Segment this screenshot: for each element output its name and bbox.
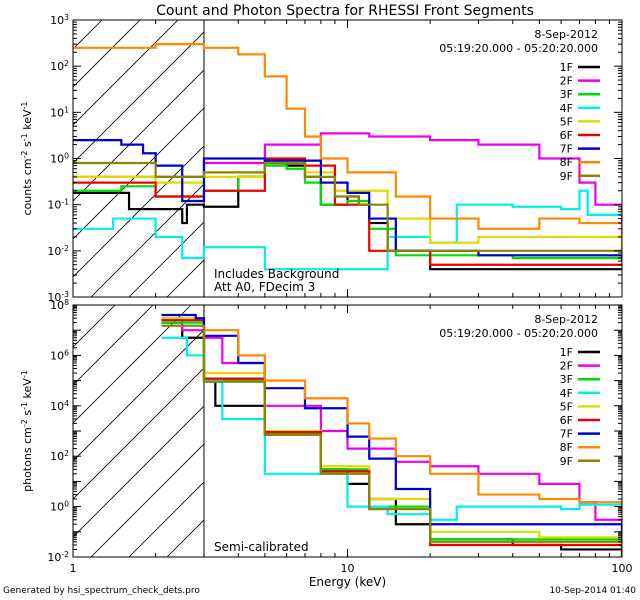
y-tick-label: 106 xyxy=(50,348,69,363)
series-7F xyxy=(161,313,622,550)
hatch-line xyxy=(0,157,187,557)
series-group xyxy=(73,43,622,271)
hatch-line xyxy=(433,157,640,557)
series-5F xyxy=(161,317,622,550)
hatch-line xyxy=(73,405,204,538)
legend-label-2F: 2F xyxy=(560,75,573,88)
y-tick-label: 101 xyxy=(50,105,69,120)
legend-label-1F: 1F xyxy=(560,61,573,74)
hatch-line xyxy=(90,183,204,297)
time-range-label: 05:19:20.000 - 05:20:20.000 xyxy=(439,42,598,55)
annotation: Att A0, FDecim 3 xyxy=(214,280,315,294)
annotation: Semi-calibrated xyxy=(214,540,309,554)
footer-generator: Generated by hsi_spectrum_check_dets.pro xyxy=(3,586,200,596)
date-label: 8-Sep-2012 xyxy=(534,28,598,41)
series-9F xyxy=(73,161,622,252)
hatch-line xyxy=(471,157,640,557)
hatch-line xyxy=(73,20,179,126)
panel-top: 10-3 10-2 10-1 100 101 102 103 counts cm-2 s-1 … xyxy=(0,0,623,305)
x-axis-label: Energy (keV) xyxy=(309,575,386,589)
hatch-line xyxy=(73,305,192,424)
hatch-line xyxy=(73,20,141,88)
y-tick-label: 10-2 xyxy=(47,550,69,565)
series-8F xyxy=(73,43,622,237)
series-4F xyxy=(161,336,622,521)
legend-label-8F: 8F xyxy=(560,156,573,169)
y-tick-label: 103 xyxy=(50,13,69,28)
series-1F xyxy=(161,321,622,557)
legend-label-6F: 6F xyxy=(560,414,573,427)
hatch-line xyxy=(73,367,204,500)
y-tick-label: 102 xyxy=(50,449,69,464)
legend-label-9F: 9F xyxy=(560,455,573,468)
y-tick-label: 104 xyxy=(50,398,69,413)
legend-label-5F: 5F xyxy=(560,115,573,128)
legend-label-7F: 7F xyxy=(560,428,573,441)
y-axis-label: counts cm-2 s-1 keV-1 xyxy=(20,102,35,216)
hatch-line xyxy=(73,31,204,164)
series-4F xyxy=(73,189,622,271)
y-tick-label: 108 xyxy=(50,298,69,313)
legend-label-5F: 5F xyxy=(560,400,573,413)
hatch-line xyxy=(357,157,640,557)
series-3F xyxy=(161,321,622,557)
legend-label-1F: 1F xyxy=(560,346,573,359)
annotation: Includes Background xyxy=(214,267,339,281)
x-tick-label: 100 xyxy=(612,562,633,575)
legend-label-9F: 9F xyxy=(560,170,573,183)
footer-timestamp: 10-Sep-2014 01:40 xyxy=(549,586,636,596)
hatch-line xyxy=(128,481,204,557)
hatched-region xyxy=(0,157,640,557)
hatch-line xyxy=(128,221,204,297)
y-tick-label: 102 xyxy=(50,59,69,74)
x-tick-label: 1 xyxy=(70,562,77,575)
hatch-line xyxy=(73,329,204,462)
series-8F xyxy=(203,329,622,515)
hatch-line xyxy=(319,157,640,557)
x-tick-label: 10 xyxy=(341,562,355,575)
y-tick-label: 10-1 xyxy=(47,197,69,212)
panel-bottom: 10-2 100 102 104 106 108 photons cm-2 s-1 keV-… xyxy=(0,157,640,590)
y-tick-label: 10-3 xyxy=(47,290,69,305)
y-tick-label: 100 xyxy=(50,151,69,166)
legend-label-4F: 4F xyxy=(560,387,573,400)
y-tick-label: 100 xyxy=(50,499,69,513)
hatch-line xyxy=(73,107,204,240)
y-axis-label: photons cm-2 s-1 keV-1 xyxy=(20,370,35,492)
hatch-line xyxy=(0,0,73,297)
legend-label-8F: 8F xyxy=(560,441,573,454)
hatch-line xyxy=(73,305,116,348)
legend-label-7F: 7F xyxy=(560,143,573,156)
hatched-region xyxy=(0,0,204,297)
series-2F xyxy=(73,132,622,251)
series-9F xyxy=(161,324,622,550)
hatch-line xyxy=(73,305,154,386)
hatch-line xyxy=(73,145,204,278)
legend-label-3F: 3F xyxy=(560,373,573,386)
hatch-line xyxy=(395,157,640,557)
chart-title: Count and Photon Spectra for RHESSI Fron… xyxy=(156,3,534,19)
date-label: 8-Sep-2012 xyxy=(534,313,598,326)
legend-label-3F: 3F xyxy=(560,88,573,101)
series-group xyxy=(161,313,622,557)
time-range-label: 05:19:20.000 - 05:20:20.000 xyxy=(439,327,598,340)
legend-label-4F: 4F xyxy=(560,102,573,115)
legend-label-2F: 2F xyxy=(560,360,573,373)
hatch-line xyxy=(281,157,640,557)
hatch-line xyxy=(73,69,204,202)
y-tick-label: 10-2 xyxy=(47,243,69,257)
legend-label-6F: 6F xyxy=(560,129,573,142)
hatch-line xyxy=(166,519,204,557)
hatch-line xyxy=(90,443,204,557)
